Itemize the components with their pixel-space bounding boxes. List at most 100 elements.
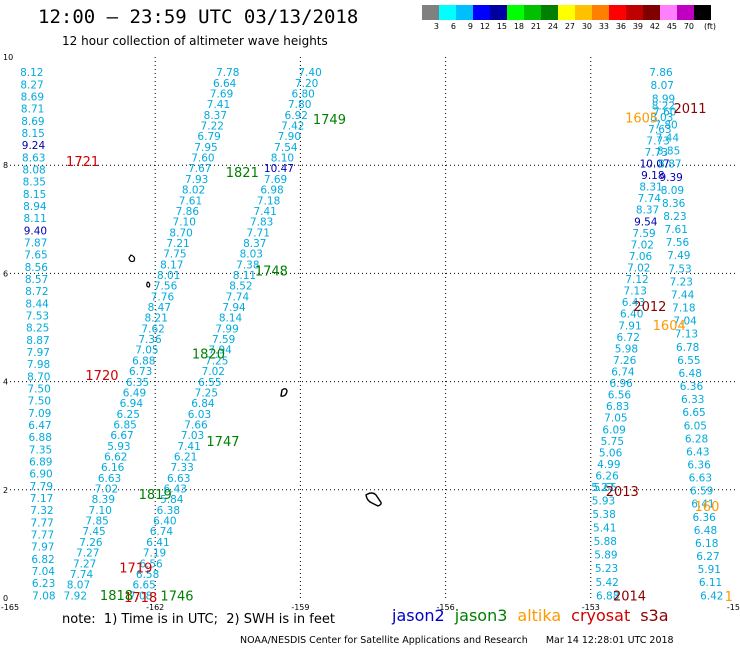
swh-value: 7.61: [665, 224, 688, 236]
colorbar-label: 3: [433, 22, 439, 31]
y-tick-label: 6: [3, 269, 8, 278]
x-tick-label: -156: [437, 603, 455, 612]
legend-entry: jason2: [392, 606, 445, 625]
swh-value: 7.12: [625, 274, 648, 286]
colorbar-label: 6: [450, 22, 456, 31]
swh-value: 7.78: [216, 67, 239, 79]
swh-value: 10.07: [640, 158, 670, 170]
swh-value: 6.88: [132, 355, 155, 367]
colorbar-swatch: [575, 5, 592, 20]
swh-value: 8.37: [204, 110, 227, 122]
swh-value: 6.56: [608, 390, 632, 402]
colorbar-swatch: [592, 5, 609, 20]
pass-time-label: 1818: [100, 589, 133, 604]
pass-time-label: 2014: [613, 589, 646, 604]
colorbar-label: 70: [683, 22, 694, 31]
swh-value: 9.40: [24, 225, 47, 237]
colorbar-label: 21: [530, 22, 541, 31]
swh-value: 7.49: [667, 250, 690, 262]
swh-value: 6.98: [260, 185, 283, 197]
swh-value: 8.71: [21, 104, 44, 116]
swh-value: 5.65: [594, 482, 617, 494]
swh-value: 7.87: [24, 237, 47, 249]
swh-value: 6.65: [132, 580, 155, 592]
pass-time-label: 1821: [226, 166, 259, 181]
x-tick-label: -159: [291, 603, 309, 612]
swh-value: 7.83: [250, 217, 273, 229]
swh-value: 7.04: [673, 316, 697, 328]
swh-value: 7.02: [202, 366, 225, 378]
swh-value: 6.25: [117, 409, 140, 421]
swh-value: 7.18: [672, 303, 695, 315]
swh-value: 6.09: [602, 424, 625, 436]
colorbar-swatch: [643, 5, 660, 20]
swh-value: 5.38: [592, 509, 615, 521]
pass-time-label: 1747: [206, 435, 239, 450]
swh-value: 7.08: [32, 590, 55, 602]
swh-value: 7.99: [215, 323, 238, 335]
swh-value: 8.31: [639, 182, 662, 194]
swh-value: 7.63: [648, 124, 671, 136]
satellite-legend: jason2 jason3 altika cryosat s3a: [392, 606, 679, 625]
colorbar-label: 36: [615, 22, 626, 31]
legend-entry: altika: [517, 606, 562, 625]
swh-value: 7.10: [173, 217, 196, 229]
swh-value: 7.36: [138, 334, 162, 346]
swh-value: 6.65: [682, 407, 705, 419]
swh-value: 5.93: [592, 496, 615, 508]
swh-value: 8.03: [240, 249, 263, 261]
swh-value: 7.03: [181, 430, 204, 442]
swh-value: 5.88: [594, 536, 617, 548]
swh-value: 6.63: [98, 473, 121, 485]
swh-value: 6.16: [101, 462, 125, 474]
swh-value: 8.11: [233, 270, 256, 282]
swh-value: 8.02: [182, 185, 205, 197]
swh-value: 5.75: [601, 436, 624, 448]
coastline-outlines: [128, 254, 382, 507]
swh-value: 8.21: [145, 313, 168, 325]
swh-value: 7.33: [170, 462, 193, 474]
swh-value: 8.12: [20, 67, 43, 79]
swh-value: 6.03: [188, 409, 211, 421]
colorbar-swatch: [524, 5, 541, 20]
swh-value: 6.55: [198, 377, 221, 389]
swh-value: 6.58: [136, 569, 159, 581]
swh-value: 7.74: [226, 291, 250, 303]
colorbar-label: 24: [547, 22, 558, 31]
swh-value: 8.27: [20, 79, 43, 91]
pass-time-label: 1605: [625, 112, 658, 127]
swh-value: 9.39: [659, 172, 682, 184]
swh-value: 10.47: [264, 163, 294, 175]
swh-value: 7.41: [177, 441, 200, 453]
footer-notes: note: 1) Time is in UTC; 2) SWH is in fe…: [62, 612, 335, 627]
pass-time-label: 2013: [606, 485, 639, 500]
colorbar-swatch: [490, 5, 507, 20]
swh-value: 7.27: [76, 548, 99, 560]
y-tick-label: 4: [3, 378, 8, 387]
colorbar-swatch: [609, 5, 626, 20]
swh-value: 7.42: [281, 121, 304, 133]
swh-value: 6.92: [285, 110, 308, 122]
pass-time-label: 1719: [119, 562, 152, 577]
swh-value: 5.06: [599, 447, 623, 459]
swh-value: 7.50: [27, 383, 50, 395]
swh-value: 7.74: [638, 193, 662, 205]
pass-time-label: 1819: [139, 488, 172, 503]
swh-value: 6.43: [686, 446, 709, 458]
swh-value: 7.13: [624, 286, 647, 298]
swh-value: 7.10: [89, 505, 112, 517]
swh-value: 7.97: [27, 347, 50, 359]
colorbar-label: 18: [513, 22, 524, 31]
swh-value: 8.44: [25, 298, 49, 310]
swh-value: 7.25: [195, 387, 218, 399]
swh-value: 8.70: [27, 371, 50, 383]
swh-value: 8.69: [21, 91, 44, 103]
swh-value: 7.06: [629, 251, 653, 263]
swh-value: 8.37: [243, 238, 266, 250]
swh-value: 6.80: [291, 89, 314, 101]
colorbar-swatch: [677, 5, 694, 20]
colorbar-swatch: [660, 5, 677, 20]
swh-value: 5.42: [595, 577, 618, 589]
pass-time-label: 2012: [633, 300, 666, 315]
